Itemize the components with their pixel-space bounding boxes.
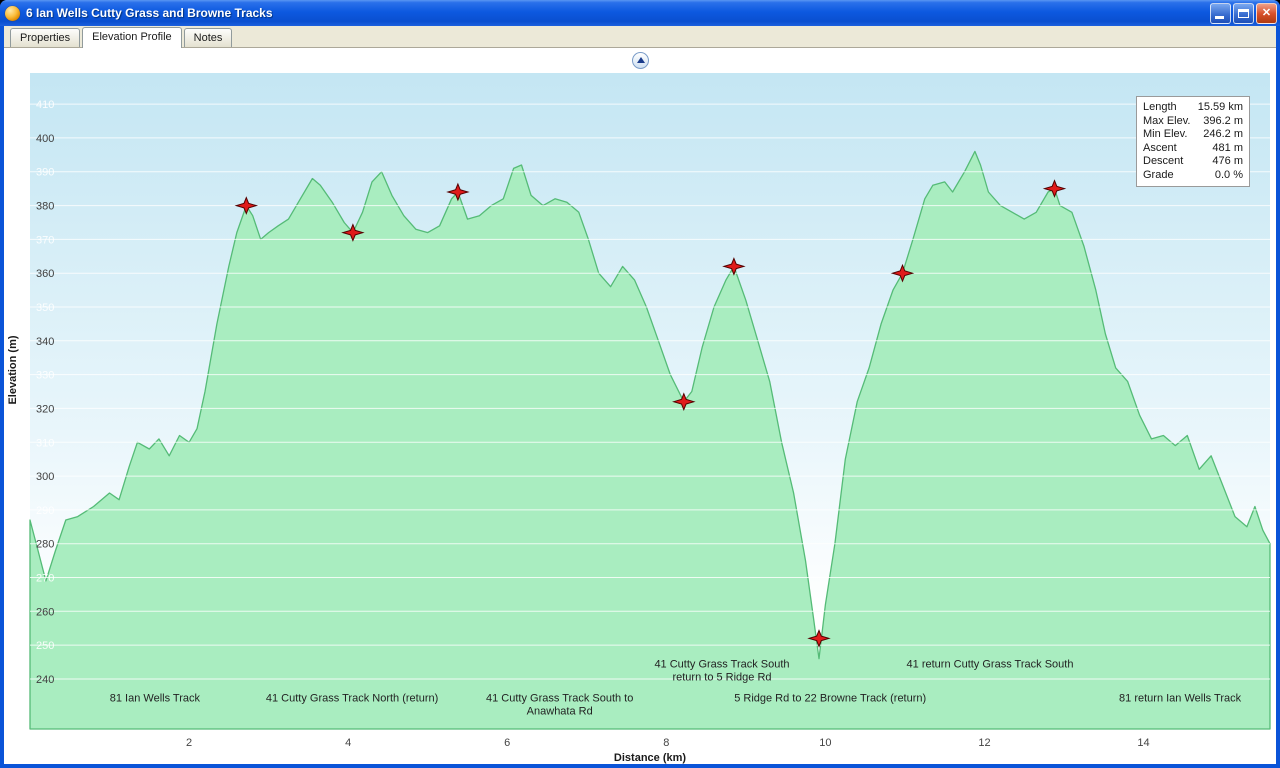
chevron-up-icon: [636, 57, 645, 63]
waypoint-marker[interactable]: [446, 182, 470, 202]
stat-label: Ascent: [1143, 141, 1177, 154]
x-axis-title: Distance (km): [614, 752, 686, 764]
tab-notes[interactable]: Notes: [183, 28, 233, 47]
x-tick-label: 8: [663, 737, 669, 749]
stat-row-descent: Descent 476 m: [1143, 155, 1243, 169]
minimize-button[interactable]: [1210, 2, 1231, 24]
y-tick-label: 340: [36, 336, 54, 348]
y-tick-label: 290: [36, 505, 54, 517]
stat-label: Grade: [1143, 168, 1174, 181]
collapse-panel-button[interactable]: [632, 52, 649, 69]
maximize-icon: [1238, 8, 1249, 18]
x-tick-label: 12: [978, 737, 990, 749]
track-segment-label: 5 Ridge Rd to 22 Browne Track (return): [734, 693, 926, 705]
track-segment-label: 81 return Ian Wells Track: [1119, 693, 1242, 705]
stat-label: Descent: [1143, 155, 1184, 167]
waypoint-marker[interactable]: [672, 392, 696, 412]
y-tick-label: 250: [36, 640, 54, 652]
y-tick-label: 370: [36, 234, 54, 246]
window-controls: ✕: [1210, 2, 1277, 24]
stat-label: Min Elev.: [1143, 128, 1188, 140]
y-tick-label: 260: [36, 606, 54, 618]
x-tick-label: 4: [345, 737, 351, 749]
y-tick-label: 400: [36, 133, 54, 145]
track-segment-label: 41 return Cutty Grass Track South: [907, 659, 1074, 671]
elevation-profile-panel: 240 250 260 270 280 290 300 310 320 330 340 350 360 3…: [4, 48, 1276, 764]
waypoint-marker[interactable]: [1042, 179, 1067, 198]
waypoint-marker[interactable]: [722, 257, 746, 276]
track-segment-label: Anawhata Rd: [527, 706, 593, 718]
stat-value: 481 m: [1212, 141, 1243, 154]
y-tick-label: 240: [36, 674, 54, 686]
track-segment-label: return to 5 Ridge Rd: [672, 672, 771, 684]
app-icon: [5, 5, 20, 21]
stat-label: Max Elev.: [1143, 114, 1191, 127]
stat-label: Length: [1143, 101, 1177, 113]
stat-value: 246.2 m: [1203, 128, 1243, 140]
minimize-icon: [1215, 15, 1224, 19]
elevation-chart: 240 250 260 270 280 290 300 310 320 330 340 350 360 3…: [7, 73, 1271, 764]
y-tick-label: 410: [36, 99, 54, 111]
stat-row-min-elev: Min Elev. 246.2 m: [1143, 128, 1243, 142]
titlebar: 6 Ian Wells Cutty Grass and Browne Track…: [0, 0, 1280, 26]
stat-row-max-elev: Max Elev. 396.2 m: [1143, 115, 1243, 129]
y-axis-title: Elevation (m): [7, 335, 19, 404]
elevation-profile-area: [29, 150, 1271, 730]
tab-bar: Properties Elevation Profile Notes: [4, 26, 1276, 48]
stat-value: 15.59 km: [1197, 101, 1243, 113]
track-segment-label: 41 Cutty Grass Track South to: [486, 693, 633, 705]
x-tick-label: 14: [1137, 737, 1149, 749]
waypoint-marker[interactable]: [234, 196, 259, 215]
window-title: 6 Ian Wells Cutty Grass and Browne Track…: [26, 6, 273, 20]
y-tick-label: 300: [36, 471, 54, 483]
y-tick-label: 380: [36, 201, 54, 213]
track-segment-label: 41 Cutty Grass Track North (return): [266, 693, 438, 705]
y-tick-label: 270: [36, 573, 54, 585]
y-tick-label: 390: [36, 167, 54, 179]
stat-value: 476 m: [1212, 155, 1243, 167]
waypoint-marker[interactable]: [807, 629, 831, 648]
y-tick-label: 280: [36, 539, 54, 551]
y-tick-label: 360: [36, 268, 54, 280]
y-tick-label: 350: [36, 302, 54, 314]
stat-value: 0.0 %: [1214, 168, 1243, 181]
tab-properties[interactable]: Properties: [10, 28, 81, 47]
y-tick-label: 330: [36, 370, 54, 382]
y-tick-label: 310: [36, 437, 54, 449]
track-segment-label: 41 Cutty Grass Track South: [654, 659, 789, 671]
tab-elevation-profile[interactable]: Elevation Profile: [82, 27, 182, 48]
stat-value: 396.2 m: [1203, 114, 1243, 127]
maximize-button[interactable]: [1233, 2, 1254, 24]
close-icon: ✕: [1261, 6, 1272, 19]
x-tick-label: 10: [819, 737, 831, 749]
y-tick-label: 320: [36, 403, 54, 415]
x-tick-label: 2: [186, 737, 192, 749]
stat-row-length: Length 15.59 km: [1143, 101, 1243, 115]
track-segment-label: 81 Ian Wells Track: [110, 693, 201, 705]
waypoint-marker[interactable]: [890, 263, 915, 283]
stat-row-grade: Grade 0.0 %: [1143, 169, 1243, 183]
stats-panel: Length 15.59 km Max Elev. 396.2 m Min Elev…: [1136, 96, 1250, 187]
stat-row-ascent: Ascent 481 m: [1143, 142, 1243, 156]
waypoint-marker[interactable]: [341, 223, 365, 242]
x-tick-label: 6: [504, 737, 510, 749]
close-button[interactable]: ✕: [1256, 2, 1277, 24]
